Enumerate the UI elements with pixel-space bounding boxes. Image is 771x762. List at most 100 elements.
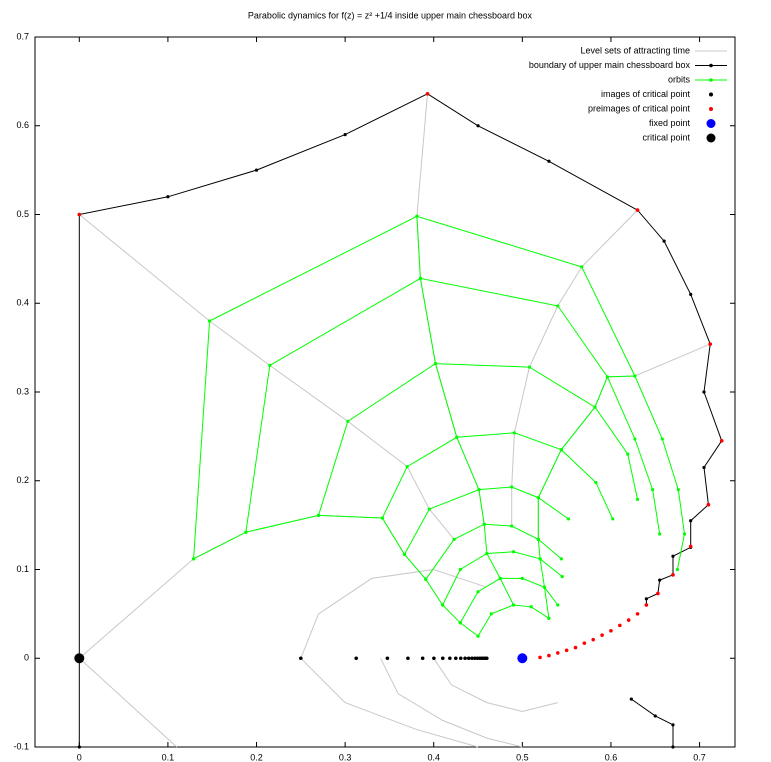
legend-swatch: [706, 133, 716, 143]
data-point: [420, 656, 425, 661]
data-point: [688, 544, 693, 549]
data-point: [476, 124, 480, 128]
data-point: [517, 653, 528, 664]
data-point: [626, 618, 631, 622]
data-point: [268, 363, 272, 367]
y-tick-label: 0.7: [16, 31, 29, 41]
legend-label: boundary of upper main chessboard box: [529, 60, 691, 70]
data-point: [510, 524, 514, 528]
legend-swatch: [709, 107, 713, 111]
legend-swatch: [709, 63, 713, 68]
y-tick-label: 0.1: [16, 564, 29, 574]
data-point: [605, 375, 610, 379]
data-point: [406, 656, 410, 661]
x-tick-label: 0.4: [427, 752, 440, 762]
data-point: [662, 239, 666, 243]
legend-label: preimages of critical point: [588, 103, 691, 113]
data-point: [511, 550, 516, 554]
data-point: [547, 653, 551, 658]
data-point: [611, 517, 615, 521]
data-point: [660, 437, 664, 441]
data-point: [527, 365, 532, 369]
data-point: [425, 92, 430, 96]
data-point: [316, 513, 321, 517]
data-point: [463, 656, 467, 661]
data-point: [719, 439, 724, 443]
legend-swatch: [709, 92, 713, 97]
legend-swatch: [706, 119, 716, 128]
data-point: [538, 557, 542, 561]
data-point: [380, 516, 384, 520]
data-point: [591, 637, 596, 642]
data-point: [593, 405, 597, 409]
data-point: [644, 597, 648, 601]
data-point: [633, 374, 637, 378]
data-point: [618, 623, 622, 628]
data-point: [644, 603, 649, 607]
x-tick-label: 0.5: [516, 752, 529, 762]
data-point: [676, 488, 680, 492]
data-point: [346, 419, 350, 423]
data-point: [192, 557, 196, 561]
data-point: [566, 517, 571, 521]
data-point: [609, 628, 613, 633]
data-point: [433, 362, 438, 366]
y-tick-label: 0.3: [16, 386, 29, 396]
data-point: [556, 603, 560, 607]
data-point: [573, 645, 578, 650]
data-point: [498, 576, 502, 580]
data-point: [453, 656, 458, 661]
data-point: [708, 342, 712, 346]
data-point: [427, 507, 431, 511]
data-point: [166, 195, 170, 199]
data-point: [536, 537, 540, 541]
data-point: [538, 655, 542, 660]
data-point: [671, 723, 675, 727]
x-tick-label: 0.2: [250, 752, 263, 762]
data-point: [254, 168, 259, 172]
data-point: [512, 431, 516, 435]
x-tick-label: 0.3: [339, 752, 352, 762]
data-point: [556, 304, 560, 308]
data-point: [635, 497, 640, 501]
y-tick-label: 0.2: [16, 475, 29, 485]
data-point: [560, 575, 564, 579]
data-point: [207, 319, 212, 323]
data-point: [482, 522, 486, 526]
data-point: [476, 634, 480, 638]
chart-title: Parabolic dynamics for f(z) = z² +1/4 in…: [248, 10, 533, 20]
data-point: [418, 276, 423, 280]
data-point: [633, 437, 637, 441]
data-point: [424, 577, 428, 581]
data-point: [536, 496, 540, 500]
data-point: [415, 214, 419, 218]
data-point: [671, 573, 675, 577]
data-point: [77, 212, 82, 217]
data-point: [476, 590, 480, 594]
data-point: [671, 745, 675, 749]
data-point: [385, 656, 390, 661]
data-point: [458, 621, 462, 625]
data-point: [489, 612, 493, 616]
data-point: [653, 714, 657, 718]
data-point: [559, 448, 563, 452]
data-point: [485, 551, 489, 556]
legend-label: orbits: [668, 74, 691, 84]
data-point: [455, 435, 459, 439]
data-point: [529, 605, 533, 609]
data-point: [658, 578, 662, 582]
data-point: [689, 519, 693, 523]
data-point: [511, 603, 516, 607]
data-point: [477, 488, 481, 492]
data-point: [656, 591, 660, 596]
data-point: [402, 552, 407, 557]
data-point: [559, 557, 563, 561]
data-point: [658, 532, 662, 536]
y-tick-label: 0.5: [16, 209, 29, 219]
data-point: [594, 480, 598, 485]
data-point: [458, 656, 463, 661]
data-point: [650, 488, 655, 492]
data-point: [354, 656, 359, 661]
